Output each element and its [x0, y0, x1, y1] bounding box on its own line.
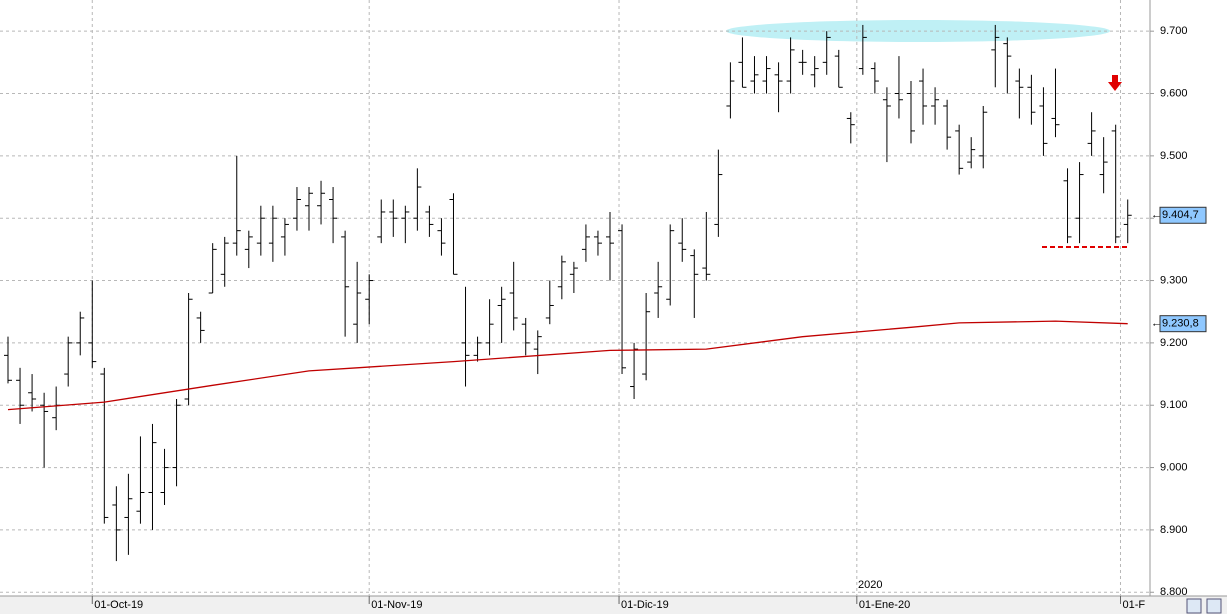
y-tick-label: 9.300	[1160, 274, 1188, 286]
y-tick-label: 9.600	[1160, 87, 1188, 99]
down-arrow	[1108, 75, 1122, 91]
price-label-box	[1159, 315, 1207, 333]
save-button[interactable]	[1206, 598, 1222, 614]
x-axis-strip	[0, 596, 1227, 614]
x-tick-label: 01-Dic-19	[621, 599, 669, 611]
y-tick-label: 9.200	[1160, 337, 1188, 349]
y-tick-label: 8.900	[1160, 524, 1188, 536]
x-tick-label: 01-Nov-19	[371, 599, 422, 611]
icon-button[interactable]	[1186, 598, 1202, 614]
price-pointer: ←	[1151, 318, 1162, 330]
year-label: 2020	[858, 579, 882, 591]
y-tick-label: 9.700	[1160, 25, 1188, 37]
price-label: 9.404,7	[1162, 209, 1199, 221]
x-tick-label: 01-F	[1122, 599, 1145, 611]
price-pointer: ←	[1151, 209, 1162, 221]
moving-average	[7, 320, 1128, 411]
y-tick-label: 9.100	[1160, 399, 1188, 411]
y-tick-label: 9.500	[1160, 150, 1188, 162]
x-tick-label: 01-Ene-20	[859, 599, 910, 611]
price-label-box	[1159, 206, 1207, 224]
y-tick-label: 8.800	[1160, 586, 1188, 598]
price-label: 9.230,8	[1162, 318, 1199, 330]
x-tick-label: 01-Oct-19	[94, 599, 143, 611]
y-tick-label: 9.000	[1160, 461, 1188, 473]
